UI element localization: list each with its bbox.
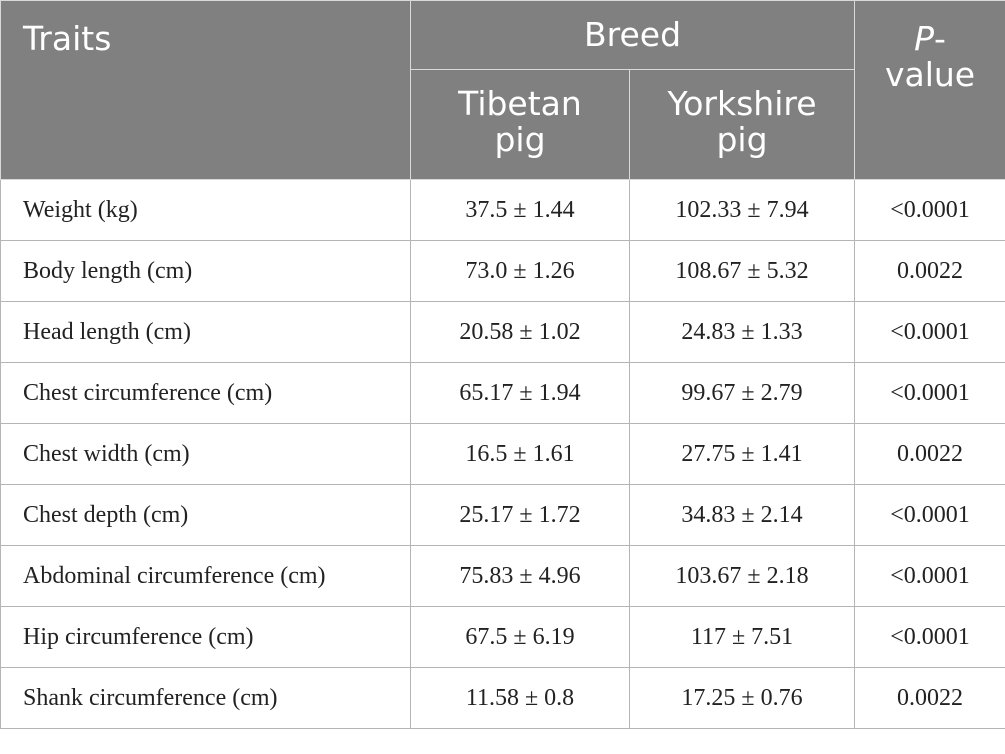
tibetan-value-cell: 11.58 ± 0.8 [410,667,630,729]
table-row: Head length (cm) 20.58 ± 1.02 24.83 ± 1.… [0,301,1005,363]
tibetan-header-line2: pig [494,120,546,159]
table-row: Chest circumference (cm) 65.17 ± 1.94 99… [0,362,1005,424]
yorkshire-value-cell: 24.83 ± 1.33 [628,301,856,363]
trait-cell: Chest width (cm) [0,423,411,485]
yorkshire-value-cell: 34.83 ± 2.14 [628,484,856,546]
traits-column-header: Traits [0,0,411,180]
table-row: Weight (kg) 37.5 ± 1.44 102.33 ± 7.94 <0… [0,179,1005,241]
p-value-header-dash: - [934,19,946,58]
p-value-cell: 0.0022 [854,240,1005,302]
yorkshire-value-cell: 17.25 ± 0.76 [628,667,856,729]
yorkshire-pig-column-header: Yorkshire pig [628,69,856,180]
header-row-1: Traits Breed P- value [0,0,1005,180]
trait-cell: Body length (cm) [0,240,411,302]
p-value-cell: <0.0001 [854,606,1005,668]
table-row: Hip circumference (cm) 67.5 ± 6.19 117 ±… [0,606,1005,668]
tibetan-value-cell: 75.83 ± 4.96 [410,545,630,607]
trait-cell: Abdominal circumference (cm) [0,545,411,607]
table-row: Chest depth (cm) 25.17 ± 1.72 34.83 ± 2.… [0,484,1005,546]
p-value-header-line2: value [884,55,976,94]
tibetan-header-line1: Tibetan [458,84,582,123]
p-value-column-header: P- value [854,0,1005,180]
yorkshire-value-cell: 103.67 ± 2.18 [628,545,856,607]
trait-cell: Weight (kg) [0,179,411,241]
traits-table: Traits Breed P- value Tibetan pig Yorksh… [0,0,1005,729]
tibetan-value-cell: 25.17 ± 1.72 [410,484,630,546]
p-value-cell: 0.0022 [854,423,1005,485]
p-value-cell: <0.0001 [854,301,1005,363]
p-value-cell: <0.0001 [854,179,1005,241]
yorkshire-header-line1: Yorkshire [667,84,817,123]
p-value-cell: <0.0001 [854,362,1005,424]
tibetan-value-cell: 37.5 ± 1.44 [410,179,630,241]
p-value-cell: 0.0022 [854,667,1005,729]
table-header: Traits Breed P- value Tibetan pig Yorksh… [0,0,1005,180]
tibetan-value-cell: 16.5 ± 1.61 [410,423,630,485]
p-value-header-italic: P [914,19,934,58]
yorkshire-value-cell: 27.75 ± 1.41 [628,423,856,485]
yorkshire-value-cell: 117 ± 7.51 [628,606,856,668]
table-row: Shank circumference (cm) 11.58 ± 0.8 17.… [0,667,1005,729]
trait-cell: Hip circumference (cm) [0,606,411,668]
tibetan-value-cell: 67.5 ± 6.19 [410,606,630,668]
table-body: Weight (kg) 37.5 ± 1.44 102.33 ± 7.94 <0… [0,179,1005,729]
table-row: Body length (cm) 73.0 ± 1.26 108.67 ± 5.… [0,240,1005,302]
tibetan-value-cell: 20.58 ± 1.02 [410,301,630,363]
trait-cell: Shank circumference (cm) [0,667,411,729]
header-row-2: Tibetan pig Yorkshire pig [1,69,1005,180]
table-row: Chest width (cm) 16.5 ± 1.61 27.75 ± 1.4… [0,423,1005,485]
p-value-cell: <0.0001 [854,484,1005,546]
breed-header-label: Breed [583,15,682,54]
yorkshire-value-cell: 99.67 ± 2.79 [628,362,856,424]
p-value-cell: <0.0001 [854,545,1005,607]
traits-header-label: Traits [23,19,112,58]
tibetan-value-cell: 65.17 ± 1.94 [410,362,630,424]
tibetan-pig-column-header: Tibetan pig [410,69,630,180]
breed-column-header: Breed [409,0,856,70]
trait-cell: Head length (cm) [0,301,411,363]
trait-cell: Chest circumference (cm) [0,362,411,424]
yorkshire-value-cell: 108.67 ± 5.32 [628,240,856,302]
yorkshire-header-line2: pig [716,120,768,159]
tibetan-value-cell: 73.0 ± 1.26 [410,240,630,302]
table-row: Abdominal circumference (cm) 75.83 ± 4.9… [0,545,1005,607]
yorkshire-value-cell: 102.33 ± 7.94 [628,179,856,241]
trait-cell: Chest depth (cm) [0,484,411,546]
